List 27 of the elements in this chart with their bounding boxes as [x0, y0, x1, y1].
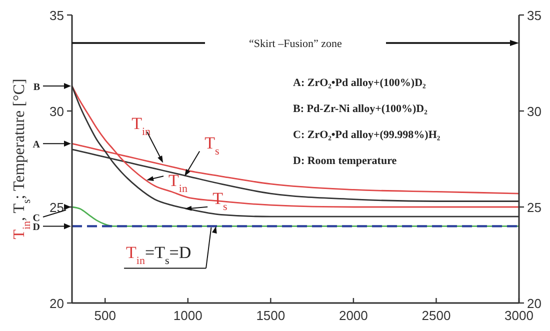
y-tick-label: 20: [50, 296, 64, 311]
annotation: T$_{s}$: [204, 133, 220, 158]
x-tick-label: 1000: [173, 308, 202, 323]
x-tick-label: 3000: [504, 308, 534, 323]
y2-tick-label: 30: [527, 104, 542, 119]
annotation: B: [33, 82, 40, 94]
annotation: A: [32, 140, 41, 151]
x-tick-label: 1500: [256, 308, 286, 323]
annotation: T$_{in}$=T$_{s}$=D: [126, 243, 192, 268]
annotation: B: Pd-Zr-Ni alloy+(100%)D₂: [293, 103, 428, 115]
y-tick-label: 25: [50, 200, 64, 215]
annotation: “Skirt –Fusion” zone: [249, 38, 342, 50]
y2-tick-label: 35: [527, 8, 542, 23]
annotation: T$_{in}$: [168, 171, 188, 196]
x-tick-label: 2500: [422, 308, 451, 323]
y2-tick-label: 25: [527, 200, 542, 215]
annotation: C: [32, 213, 40, 224]
annotation: T$_{in}$: [132, 114, 152, 138]
y2-tick-label: 20: [527, 296, 542, 311]
annotation: D: Room temperature: [293, 155, 397, 167]
y-tick-label: 35: [50, 8, 64, 23]
y-tick-label: 30: [50, 104, 64, 119]
annotation: D: [32, 222, 40, 234]
annotation: C: ZrO₂•Pd alloy+(99.998%)H₂: [293, 129, 441, 141]
x-tick-label: 500: [94, 308, 116, 323]
annotation: A: ZrO₂•Pd alloy+(100%)D₂: [293, 77, 427, 89]
x-tick-label: 2000: [338, 308, 368, 323]
